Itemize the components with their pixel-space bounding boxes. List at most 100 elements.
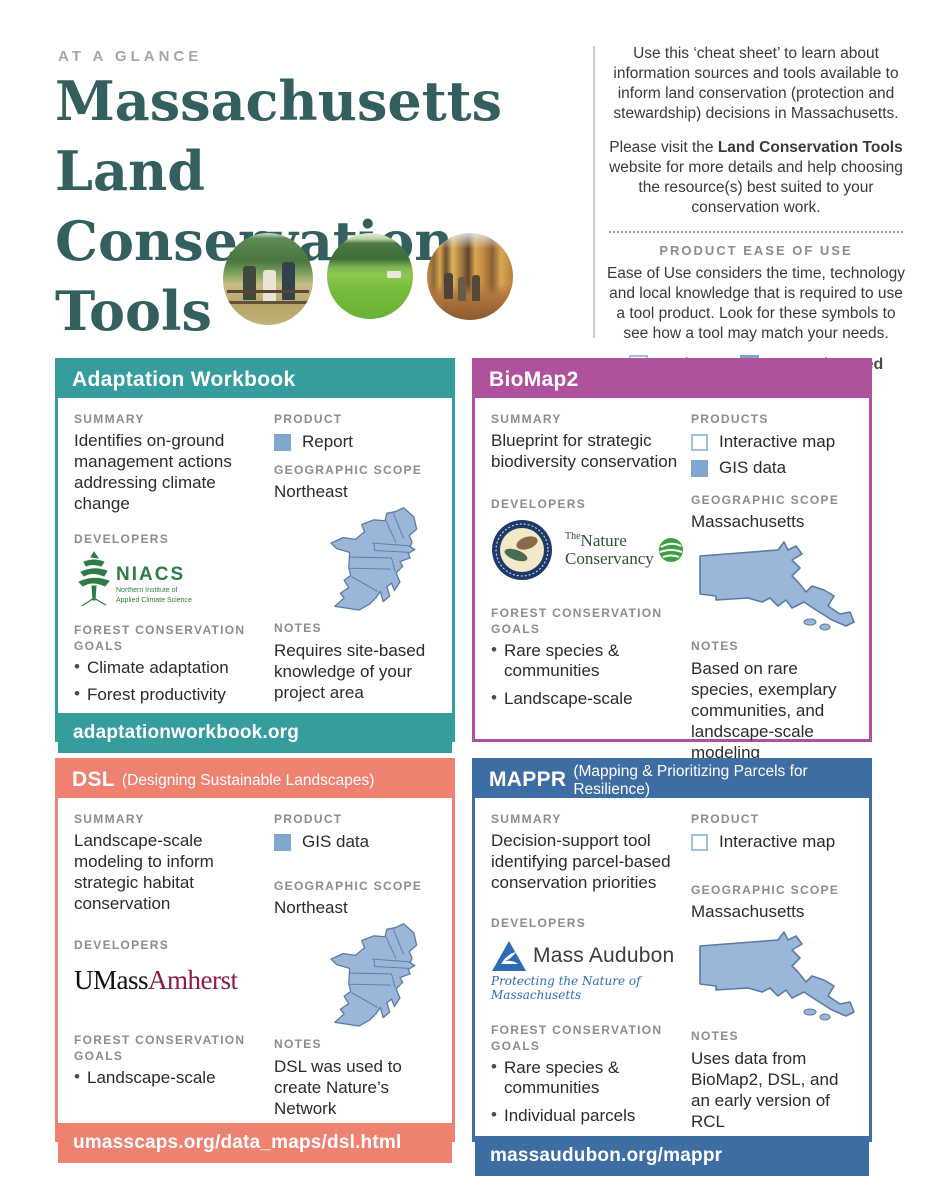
card-body: SUMMARY Blueprint for strategic biodiver…	[475, 398, 869, 767]
dotted-divider	[609, 231, 903, 234]
goals-section: FOREST CONSERVATION GOALS Rare species &…	[491, 1022, 679, 1127]
easier-product-swatch	[691, 833, 708, 851]
card-url-link[interactable]: adaptationworkbook.org	[73, 721, 300, 743]
scope-section: GEOGRAPHIC SCOPE Massachusetts	[691, 882, 861, 1024]
page-title-line1: Massachusetts	[55, 69, 503, 133]
summary-section: SUMMARY Identifies on-ground management …	[74, 411, 262, 515]
photo-green-meadow	[327, 233, 413, 319]
goals-list: Rare species & communities Individual pa…	[491, 1057, 679, 1126]
notes-section: NOTES Requires site-based knowledge of y…	[274, 620, 444, 702]
developers-section: DEVELOPERS TheNature	[491, 496, 683, 580]
developers-section: DEVELOPERS UMassAmherst	[74, 937, 262, 996]
product-section: PRODUCT GIS data	[274, 811, 444, 852]
notes-text: Uses data from BioMap2, DSL, and an earl…	[691, 1048, 839, 1131]
developers-section: DEVELOPERS	[74, 531, 262, 606]
niacs-tree-icon	[78, 550, 110, 606]
intro-sidebar: Use this ‘cheat sheet’ to learn about in…	[606, 44, 906, 375]
intro-paragraph-2: Please visit the Land Conservation Tools…	[609, 138, 903, 216]
goal-item: Forest productivity	[74, 684, 262, 705]
mass-fisheries-wildlife-seal	[492, 519, 552, 580]
card-subtitle: (Designing Sustainable Landscapes)	[121, 771, 375, 789]
scope-section: GEOGRAPHIC SCOPE Northeast	[274, 462, 444, 616]
goal-item: Landscape-scale	[491, 688, 679, 709]
summary-section: SUMMARY Decision-support tool identifyin…	[491, 811, 679, 893]
card-url-link[interactable]: massaudubon.org/mappr	[490, 1144, 723, 1166]
summary-text: Identifies on-ground management actions …	[74, 431, 232, 514]
card-footer: massaudubon.org/mappr	[475, 1135, 869, 1176]
card-header: MAPPR (Mapping & Prioritizing Parcels fo…	[475, 761, 869, 798]
scope-text: Northeast	[274, 898, 348, 918]
massachusetts-map	[699, 541, 855, 632]
scope-section: GEOGRAPHIC SCOPE Northeast	[274, 878, 444, 1032]
product-row: Interactive map	[691, 832, 861, 852]
mass-audubon-logo: Mass Audubon Protecting the Nature of Ma…	[491, 940, 679, 1002]
product-section: PRODUCT Report	[274, 411, 444, 452]
goal-item: Rare species & communities	[491, 640, 679, 682]
card-title: DSL	[72, 767, 115, 791]
page-title-line3: Tools	[55, 279, 212, 343]
product-row: GIS data	[274, 832, 444, 852]
sidebar-divider	[593, 46, 595, 338]
goal-item: Climate adaptation	[74, 657, 262, 678]
land-conservation-tools-bold: Land Conservation Tools	[717, 138, 903, 156]
card-header: BioMap2	[475, 361, 869, 398]
card-footer: umasscaps.org/data_maps/dsl.html	[58, 1122, 452, 1163]
card-title: BioMap2	[489, 367, 579, 391]
notes-section: NOTES DSL was used to create Nature’s Ne…	[274, 1036, 444, 1118]
card-mappr: MAPPR (Mapping & Prioritizing Parcels fo…	[472, 758, 872, 1176]
goals-list: Landscape-scale	[74, 1067, 262, 1088]
goals-list: Rare species & communities Landscape-sca…	[491, 640, 679, 709]
scope-text: Northeast	[274, 482, 348, 502]
card-adaptation-workbook: Adaptation Workbook SUMMARY Identifies o…	[55, 358, 455, 753]
card-header: DSL (Designing Sustainable Landscapes)	[58, 761, 452, 798]
developers-section: DEVELOPERS Mass Audubon Protecting the N…	[491, 915, 679, 1001]
goals-section: FOREST CONSERVATION GOALS Rare species &…	[491, 605, 679, 710]
card-body: SUMMARY Decision-support tool identifyin…	[475, 798, 869, 1136]
eyebrow-text: AT A GLANCE	[58, 48, 203, 65]
card-body: SUMMARY Landscape-scale modeling to info…	[58, 798, 452, 1123]
card-biomap2: BioMap2 SUMMARY Blueprint for strategic …	[472, 358, 872, 808]
card-body: SUMMARY Identifies on-ground management …	[58, 398, 452, 713]
summary-text: Blueprint for strategic biodiversity con…	[491, 431, 678, 472]
card-footer: adaptationworkbook.org	[58, 712, 452, 753]
summary-section: SUMMARY Blueprint for strategic biodiver…	[491, 412, 678, 472]
easier-product-swatch	[691, 433, 708, 451]
card-dsl: DSL (Designing Sustainable Landscapes) S…	[55, 758, 455, 1163]
card-title: Adaptation Workbook	[72, 367, 296, 391]
summary-text: Landscape-scale modeling to inform strat…	[74, 831, 214, 914]
mass-audubon-triangle-icon	[492, 940, 526, 971]
massachusetts-map	[699, 931, 855, 1022]
tool-cards: Adaptation Workbook SUMMARY Identifies o…	[55, 358, 872, 1176]
product-row: Interactive map	[691, 432, 861, 452]
header-photos	[223, 233, 513, 325]
summary-text: Decision-support tool identifying parcel…	[491, 831, 671, 893]
notes-section: NOTES Uses data from BioMap2, DSL, and a…	[691, 1028, 861, 1132]
product-row: Report	[274, 432, 444, 452]
goals-list: Climate adaptation Forest productivity	[74, 657, 262, 706]
nature-conservancy-logo: TheNature Conservancy	[565, 532, 684, 567]
tnc-globe-icon	[658, 537, 683, 562]
umass-amherst-logo: UMassAmherst	[74, 964, 238, 995]
scope-section: GEOGRAPHIC SCOPE Massachusetts	[691, 492, 861, 634]
goals-section: FOREST CONSERVATION GOALS Landscape-scal…	[74, 1032, 262, 1089]
northeast-map	[330, 923, 418, 1028]
ease-of-use-body: Ease of Use considers the time, technolo…	[606, 265, 906, 343]
scope-text: Massachusetts	[691, 902, 805, 922]
notes-section: NOTES Based on rare species, exemplary c…	[691, 638, 861, 763]
goal-item: Individual parcels	[491, 1105, 679, 1126]
photo-people-at-fence	[223, 233, 313, 325]
card-url-link[interactable]: umasscaps.org/data_maps/dsl.html	[73, 1131, 402, 1153]
product-section: PRODUCT Interactive map	[691, 811, 861, 852]
notes-text: DSL was used to create Nature’s Network	[274, 1056, 402, 1118]
notes-text: Based on rare species, exemplary communi…	[691, 658, 837, 762]
products-section: PRODUCTS Interactive map GIS data	[691, 411, 861, 478]
advanced-product-swatch	[274, 833, 291, 851]
ease-of-use-heading: PRODUCT EASE OF USE	[659, 243, 853, 259]
goal-item: Rare species & communities	[491, 1057, 679, 1099]
goal-item: Landscape-scale	[74, 1067, 262, 1088]
card-header: Adaptation Workbook	[58, 361, 452, 398]
card-subtitle: (Mapping & Prioritizing Parcels for Resi…	[573, 762, 808, 798]
notes-text: Requires site-based knowledge of your pr…	[274, 640, 426, 702]
advanced-product-swatch	[274, 433, 291, 451]
